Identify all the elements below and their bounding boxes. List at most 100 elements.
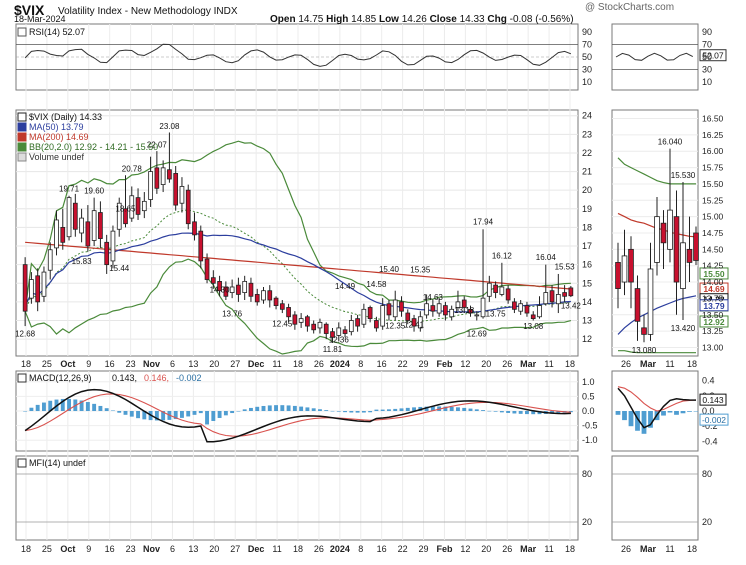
volume-legend: Volume undef: [29, 152, 85, 162]
inset-macd-histogram-bar: [648, 411, 653, 428]
time-tick-label: 11: [544, 544, 553, 554]
macd-histogram-bar: [443, 406, 448, 411]
macd-histogram-bar: [192, 411, 197, 415]
macd-histogram-bar: [556, 411, 561, 414]
candle-down: [330, 331, 335, 338]
inset-macd-tick-label: -0.4: [702, 436, 718, 446]
inset-time-tick-label: 26: [621, 359, 631, 369]
price-tick-label: 17: [582, 241, 592, 251]
inset-macd-tick-label: 0.4: [702, 376, 715, 386]
candle-down: [72, 202, 78, 230]
high-value: 14.85: [351, 14, 377, 25]
price-label: 14.49: [335, 282, 356, 291]
macd-histogram-bar: [198, 411, 203, 414]
candle-down: [267, 290, 273, 301]
candle-down: [524, 305, 530, 314]
macd-histogram-bar: [180, 411, 184, 418]
time-tick-label: Feb: [436, 359, 453, 369]
macd-histogram-bar: [412, 407, 416, 411]
candle-up: [29, 279, 34, 299]
time-tick-label: 16: [377, 359, 387, 369]
bb-upper-band: [24, 140, 571, 312]
inset-price-label: 16.040: [658, 138, 683, 147]
inset-rsi-frame: [611, 23, 699, 91]
rsi-legend: RSI(14) 52.07: [29, 27, 85, 37]
candle-down: [468, 308, 473, 314]
candle-down: [22, 264, 28, 312]
macd-histogram-bar: [85, 402, 90, 411]
inset-price-tick-label: 13.25: [702, 326, 724, 336]
candle-down: [223, 286, 229, 297]
macd-histogram-bar: [462, 407, 467, 411]
exchange-label: INDX: [213, 6, 238, 17]
price-label: 12.68: [15, 329, 36, 338]
price-tag-bb_lower: 12.92: [703, 317, 725, 327]
time-tick-label: 2024: [330, 544, 350, 554]
price-plot: [22, 132, 574, 355]
time-tick-label: 9: [86, 359, 91, 369]
price-tick-label: 24: [582, 111, 592, 121]
macd-histogram-bar: [67, 398, 71, 411]
time-tick-label: 16: [377, 544, 387, 554]
rsi-line: [24, 43, 572, 67]
macd-histogram-bar: [98, 405, 103, 411]
time-tick-label: 26: [314, 544, 324, 554]
inset-candle-up: [647, 268, 654, 335]
inset-price-tick-label: 15.25: [702, 195, 724, 205]
macd-tick-label: 0.0: [582, 406, 595, 416]
price-tick-label: 18: [582, 222, 592, 232]
candle-up: [424, 303, 429, 316]
macd-histogram-bar: [487, 410, 492, 412]
macd-histogram-bar: [48, 400, 53, 411]
macd-histogram-bar: [161, 411, 166, 421]
time-tick-label: 11: [272, 359, 281, 369]
price-label: 14.30: [210, 285, 231, 294]
candle-down: [505, 288, 511, 301]
inset-macd-histogram-bar: [615, 411, 621, 415]
time-tick-label: Nov: [143, 359, 160, 369]
low-label: Low: [378, 14, 399, 25]
inset-mfi-tick-label: 20: [702, 517, 712, 527]
macd-legend-swatch: [17, 373, 27, 383]
low-value: 14.26: [401, 14, 427, 25]
inset-candle-up: [667, 209, 673, 250]
candle-up: [543, 292, 549, 305]
price-label: 16.04: [536, 253, 557, 262]
candle-down: [236, 284, 241, 295]
candle-down: [461, 299, 467, 308]
macd-histogram-bar: [154, 411, 159, 421]
macd-histogram-bar: [368, 411, 373, 413]
macd-histogram-bar: [374, 409, 379, 411]
volume-legend-swatch: [17, 152, 27, 162]
price-label: 15.83: [72, 257, 93, 266]
ma200-legend: MA(200) 14.69: [29, 132, 89, 142]
time-tick-label: 29: [419, 544, 429, 554]
candle-down: [85, 221, 91, 247]
high-label: High: [326, 14, 349, 25]
candle-up: [160, 167, 166, 186]
time-tick-label: 22: [398, 359, 408, 369]
macd-histogram-bar: [430, 406, 435, 411]
time-tick-label: 27: [230, 544, 240, 554]
macd-tick-label: -0.5: [582, 421, 598, 431]
time-tick-label: 23: [126, 359, 136, 369]
macd-plot: [23, 386, 699, 443]
time-tick-label: 6: [170, 359, 175, 369]
candle-down: [98, 212, 103, 239]
macd-histogram-bar: [230, 411, 235, 414]
inset-price-tick-label: 15.00: [702, 212, 724, 222]
price-label: 18.65: [115, 204, 136, 213]
ma200-legend-swatch: [17, 132, 27, 142]
macd-legend-signal: 0.146,: [144, 373, 169, 383]
rsi-tick-label: 70: [582, 40, 592, 50]
gridlines: [16, 24, 698, 540]
inset-price-tick-label: 14.25: [702, 261, 724, 271]
inset-bb-lower: [618, 350, 696, 354]
macd-histogram-bar: [336, 411, 341, 412]
candle-down: [355, 318, 360, 327]
time-tick-label: 20: [481, 544, 491, 554]
macd-histogram-bar: [236, 411, 241, 412]
rsi-plot: [16, 43, 698, 70]
inset-candle-down: [686, 248, 693, 263]
price-label: 15.53: [555, 262, 576, 271]
